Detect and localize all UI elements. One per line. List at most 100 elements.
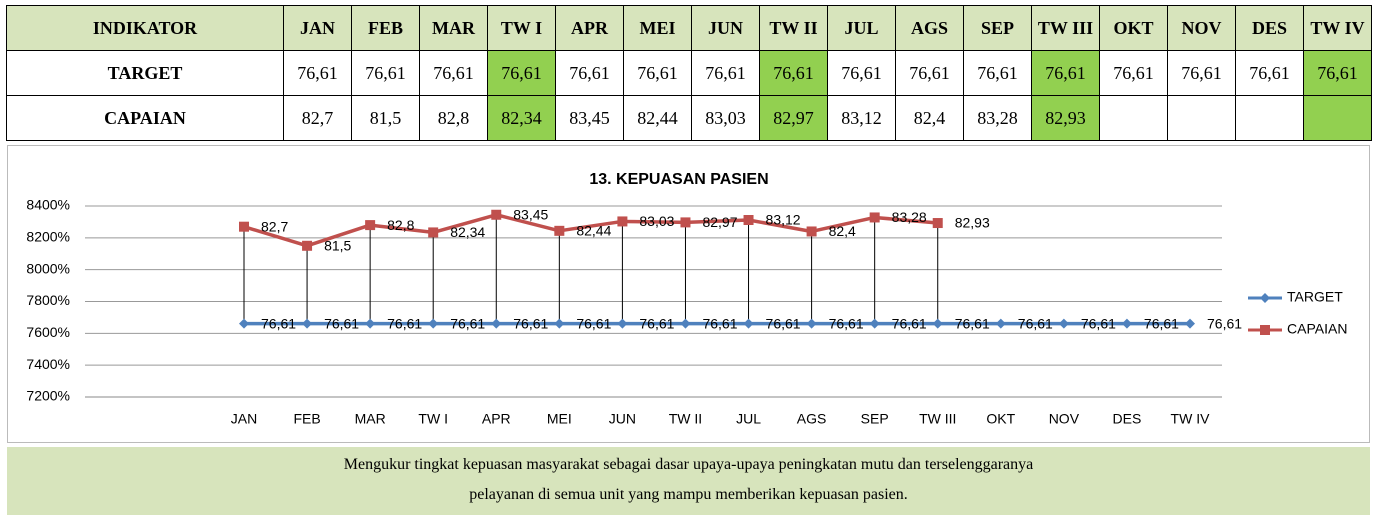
chart-frame <box>7 145 1370 443</box>
series-line <box>243 213 938 248</box>
header-cell: SEP <box>963 5 1032 51</box>
data-label: 83,12 <box>766 212 801 228</box>
point <box>617 318 628 329</box>
point <box>1058 318 1069 329</box>
data-row: TARGET 76,61 76,61 76,61 76,61 76,61 76,61 76,6… <box>6 50 1372 96</box>
value-cell: 82,34 <box>487 95 556 141</box>
point <box>365 220 376 231</box>
value-cell: 82,8 <box>419 95 488 141</box>
data-label: 76,61 <box>1081 315 1116 331</box>
value-cell: 76,61 <box>283 50 352 96</box>
data-label: 82,4 <box>829 223 856 239</box>
x-tick-label: JUL <box>736 411 761 427</box>
value-cell: 83,03 <box>691 95 760 141</box>
data-label: 76,61 <box>639 315 674 331</box>
point <box>428 318 439 329</box>
x-tick-label: SEP <box>861 411 889 427</box>
data-label: 76,61 <box>261 315 296 331</box>
data-label: 76,61 <box>450 315 485 331</box>
value-cell: 76,61 <box>623 50 692 96</box>
value-cell <box>1235 95 1304 141</box>
header-cell: OKT <box>1099 5 1168 51</box>
point <box>302 240 313 251</box>
value-cell <box>1099 95 1168 141</box>
point <box>617 216 628 227</box>
y-tick-label: 8000% <box>26 260 70 276</box>
point <box>869 212 880 223</box>
data-label: 76,61 <box>1144 315 1179 331</box>
data-label: 76,61 <box>892 315 927 331</box>
x-tick-label: TW III <box>919 411 956 427</box>
x-tick-label: JUN <box>609 411 636 427</box>
data-label: 82,8 <box>387 217 414 233</box>
point <box>932 318 943 329</box>
point <box>365 318 376 329</box>
data-label: 76,61 <box>766 315 801 331</box>
point <box>869 318 880 329</box>
header-cell: NOV <box>1167 5 1236 51</box>
data-label: 76,61 <box>576 315 611 331</box>
data-label: 83,03 <box>639 213 674 229</box>
value-cell: 83,12 <box>827 95 896 141</box>
data-label: 76,61 <box>1207 315 1242 331</box>
point <box>806 226 817 237</box>
value-cell: 82,97 <box>759 95 828 141</box>
footer-line: pelayanan di semua unit yang mampu membe… <box>469 486 908 503</box>
point <box>428 227 439 238</box>
data-label: 83,45 <box>513 206 548 222</box>
header-cell: INDIKATOR <box>6 5 284 51</box>
value-cell: 76,61 <box>1031 50 1100 96</box>
point <box>239 221 249 232</box>
data-label: 76,61 <box>1018 315 1053 331</box>
header-cell: MEI <box>623 5 692 51</box>
legend-marker <box>1260 293 1270 303</box>
x-tick-label: MEI <box>547 411 572 427</box>
indicator-table: INDIKATOR JAN FEB MAR TW I APR MEI JUN TW II JUL A… <box>6 5 1372 141</box>
point <box>1185 318 1195 329</box>
y-tick-label: 8200% <box>26 229 70 245</box>
footer: Mengukur tingkat kepuasan masyarakat seb… <box>7 447 1370 515</box>
data-label: 82,93 <box>955 215 990 231</box>
x-tick-label: TW IV <box>1171 411 1211 427</box>
x-tick-label: TW II <box>669 411 702 427</box>
chart: 13. KEPUASAN PASIEN 7200% 7400% 7600% 7800%… <box>26 171 1347 427</box>
y-tick-label: 7600% <box>26 324 70 340</box>
value-cell: 82,93 <box>1031 95 1100 141</box>
value-cell: 83,45 <box>555 95 624 141</box>
data-label: 76,61 <box>702 315 737 331</box>
row-label: TARGET <box>6 50 284 96</box>
x-tick-label: OKT <box>986 411 1015 427</box>
point <box>680 318 691 329</box>
legend-label: CAPAIAN <box>1287 321 1347 337</box>
point <box>680 217 691 228</box>
data-label: 76,61 <box>324 315 359 331</box>
x-tick-label: APR <box>482 411 511 427</box>
point <box>1121 318 1132 329</box>
point <box>995 318 1006 329</box>
point <box>932 218 943 229</box>
value-cell: 76,61 <box>759 50 828 96</box>
legend-label: TARGET <box>1287 289 1343 305</box>
point <box>302 318 313 329</box>
legend-marker <box>1260 325 1270 335</box>
value-cell: 76,61 <box>1235 50 1304 96</box>
header-cell: TW III <box>1031 5 1100 51</box>
x-tick-label: DES <box>1113 411 1142 427</box>
header-cell: JUL <box>827 5 896 51</box>
data-label: 83,28 <box>892 209 927 225</box>
y-tick-label: 7200% <box>26 388 70 404</box>
point <box>806 318 817 329</box>
header-cell: TW II <box>759 5 828 51</box>
header-cell: AGS <box>895 5 964 51</box>
data-label: 82,7 <box>261 218 288 234</box>
point <box>491 209 502 220</box>
x-tick-label: AGS <box>797 411 827 427</box>
data-label: 76,61 <box>387 315 422 331</box>
x-tick-label: NOV <box>1049 411 1080 427</box>
footer-line: Mengukur tingkat kepuasan masyarakat seb… <box>343 456 1034 473</box>
value-cell: 76,61 <box>487 50 556 96</box>
value-cell <box>1303 95 1372 141</box>
y-tick-label: 7800% <box>26 292 70 308</box>
row-label: CAPAIAN <box>6 95 284 141</box>
